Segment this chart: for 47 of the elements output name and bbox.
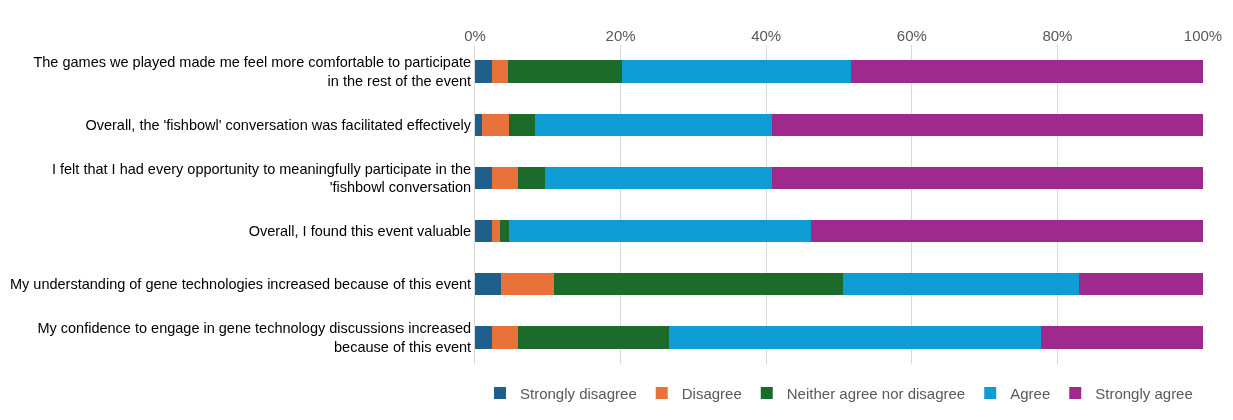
x-tick-label: 60% (896, 27, 927, 44)
bar (475, 219, 492, 243)
bar (509, 219, 811, 243)
bar (491, 326, 518, 349)
bar (851, 60, 1203, 83)
legend-label: Strongly disagree (520, 384, 637, 402)
bar (509, 113, 535, 136)
bar (491, 166, 518, 190)
x-tick-label: 0% (464, 27, 486, 44)
bar (810, 219, 1203, 243)
y-tick-label: Overall, the 'fishbowl' conversation was facilitated effectively (85, 116, 472, 133)
y-tick-label: My confidence to engage in gene technology discussions increased because of this event (37, 320, 472, 355)
bar (772, 113, 1203, 136)
bar (534, 113, 773, 136)
bar (475, 113, 483, 136)
legend-label: Strongly agree (1095, 384, 1193, 402)
bar (475, 273, 502, 296)
bar (1079, 273, 1203, 296)
bar (475, 60, 492, 83)
bar (668, 326, 1042, 349)
legend-label: Disagree (681, 384, 742, 402)
bar (475, 166, 492, 190)
y-tick-label: Overall, I found this event valuable (248, 223, 472, 240)
bar (482, 113, 510, 136)
bar (772, 166, 1203, 190)
x-tick-label: 20% (605, 27, 636, 44)
x-tick-label: 80% (1042, 27, 1073, 44)
legend-label: Agree (1010, 384, 1051, 402)
x-tick-label: 100% (1183, 27, 1223, 44)
bar (544, 166, 773, 190)
bar (475, 326, 492, 349)
bar (1041, 326, 1203, 349)
y-tick-label: The games we played made me feel more comfortable to participate in the rest of the event (33, 54, 472, 90)
x-tick-label: 40% (751, 27, 782, 44)
y-tick-label: I felt that I had every opportunity to meaningfully participate in the 'fishbowl conversation (51, 160, 472, 196)
bar (500, 219, 510, 243)
legend-label: Neither agree nor disagree (786, 384, 966, 402)
bar (553, 273, 844, 296)
bar (508, 60, 623, 83)
bar (517, 326, 669, 349)
bar (491, 60, 509, 83)
bar (491, 219, 501, 243)
y-tick-label: My understanding of gene technologies increased because of this event (10, 276, 472, 293)
bar (517, 166, 545, 190)
bar (843, 273, 1080, 296)
bar (501, 273, 554, 296)
bar (622, 60, 852, 83)
